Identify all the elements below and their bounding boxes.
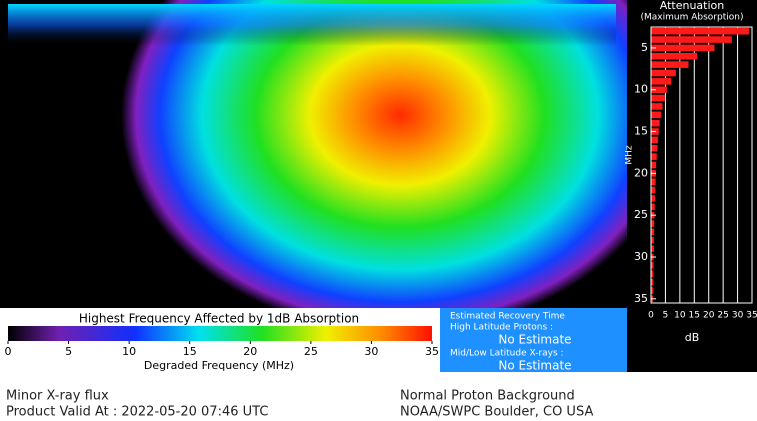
- low-lat-label: Mid/Low Latitude X-rays :: [450, 349, 564, 359]
- absorption-map: [0, 0, 627, 308]
- bar: [651, 103, 663, 110]
- bar: [651, 94, 665, 102]
- valid-time: Product Valid At : 2022-05-20 07:46 UTC: [6, 405, 268, 420]
- proton-status: Normal Proton Background: [400, 389, 575, 404]
- colorbar-tick-label: 25: [304, 345, 318, 358]
- y-tick-label: 30: [634, 250, 648, 263]
- colorbar-title: Highest Frequency Affected by 1dB Absorp…: [79, 312, 359, 326]
- colorbar-tick-label: 35: [425, 345, 439, 358]
- chart-panel: [627, 0, 757, 372]
- bar: [651, 36, 732, 43]
- x-tick-label: 30: [732, 311, 744, 321]
- y-axis-label: MHz: [625, 145, 635, 165]
- bar: [651, 220, 655, 227]
- xray-status: Minor X-ray flux: [6, 389, 109, 404]
- x-tick-label: 0: [648, 311, 654, 321]
- y-tick-label: 20: [634, 166, 648, 179]
- chart-title: Attenuation: [660, 0, 725, 12]
- plot-frame: [650, 26, 753, 304]
- colorbar-tick-label: 10: [122, 345, 136, 358]
- bar: [651, 27, 750, 35]
- y-tick-label: 5: [641, 41, 648, 54]
- x-axis-label: dB: [685, 331, 700, 344]
- bar: [651, 195, 656, 202]
- y-tick-label: 10: [634, 83, 648, 96]
- x-tick-label: 5: [663, 311, 669, 321]
- bar: [651, 287, 654, 294]
- bar: [651, 119, 660, 127]
- bar: [651, 228, 655, 236]
- chart-subtitle: (Maximum Absorption): [641, 13, 744, 23]
- colorbar-tick-label: 5: [65, 345, 72, 358]
- y-tick-label: 25: [634, 208, 648, 221]
- bar: [651, 278, 654, 286]
- bar: [651, 52, 698, 60]
- colorbar-tick-label: 20: [243, 345, 257, 358]
- bar: [651, 86, 667, 94]
- bar: [651, 178, 656, 186]
- x-tick-label: 15: [689, 311, 700, 321]
- bar: [651, 78, 672, 85]
- source: NOAA/SWPC Boulder, CO USA: [400, 405, 593, 420]
- high-lat-value: No Estimate: [498, 333, 571, 347]
- bar: [651, 186, 656, 194]
- x-tick-label: 25: [717, 311, 728, 321]
- bar: [651, 136, 658, 144]
- polar-absorption: [8, 4, 616, 46]
- x-tick-label: 20: [703, 311, 715, 321]
- bar: [651, 61, 689, 68]
- bar: [651, 262, 654, 269]
- bar: [651, 111, 662, 119]
- bar: [651, 44, 715, 52]
- y-tick-label: 35: [634, 292, 648, 305]
- x-tick-label: 10: [674, 311, 686, 321]
- recovery-box: [440, 308, 627, 372]
- colorbar: [8, 326, 432, 341]
- bar: [651, 245, 654, 252]
- colorbar-tick-label: 0: [5, 345, 12, 358]
- bar: [651, 270, 654, 278]
- high-lat-label: High Latitude Protons :: [450, 323, 553, 333]
- low-lat-value: No Estimate: [498, 359, 571, 373]
- colorbar-tick-label: 15: [183, 345, 197, 358]
- bar: [651, 153, 657, 160]
- colorbar-label: Degraded Frequency (MHz): [144, 359, 294, 372]
- recovery-title: Estimated Recovery Time: [450, 312, 565, 322]
- bar: [651, 69, 676, 77]
- bar: [651, 236, 654, 244]
- y-tick-label: 15: [634, 125, 648, 138]
- bar: [651, 161, 657, 169]
- colorbar-tick-label: 30: [364, 345, 378, 358]
- bar: [651, 144, 658, 152]
- bar: [651, 203, 655, 211]
- x-tick-label: 35: [746, 311, 757, 321]
